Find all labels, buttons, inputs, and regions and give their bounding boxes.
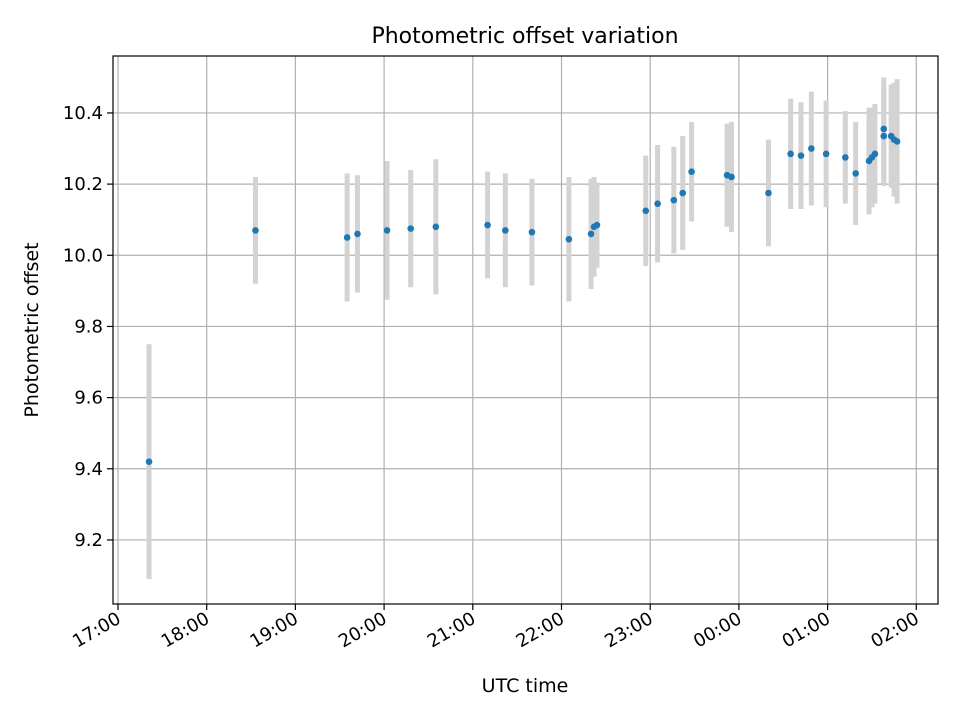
data-point bbox=[654, 200, 661, 207]
data-point bbox=[880, 132, 888, 140]
data-point bbox=[484, 221, 491, 229]
y-tick-label: 9.8 bbox=[74, 316, 103, 337]
chart-title: Photometric offset variation bbox=[371, 24, 678, 49]
data-point bbox=[688, 168, 695, 175]
data-point bbox=[587, 230, 595, 238]
data-point bbox=[871, 150, 879, 158]
data-point bbox=[765, 189, 772, 197]
x-axis-label: UTC time bbox=[482, 675, 569, 697]
data-point bbox=[670, 196, 678, 204]
data-point bbox=[852, 170, 859, 177]
y-tick-label: 10.0 bbox=[63, 245, 103, 266]
data-point bbox=[797, 152, 805, 159]
y-tick-label: 9.4 bbox=[74, 459, 103, 480]
data-point bbox=[728, 173, 735, 181]
data-point bbox=[880, 125, 888, 133]
data-point bbox=[642, 207, 650, 215]
y-axis-ticks: 9.2 9.4 9.6 9.8 10.0 10.2 10.4 bbox=[63, 103, 113, 551]
data-points bbox=[145, 125, 901, 465]
plot-frame bbox=[112, 55, 939, 605]
y-tick-label: 9.6 bbox=[74, 388, 103, 409]
data-point bbox=[842, 154, 849, 161]
data-point bbox=[145, 458, 153, 465]
data-point bbox=[252, 227, 259, 234]
data-point bbox=[822, 150, 830, 158]
data-point bbox=[383, 227, 391, 234]
data-point bbox=[893, 138, 901, 145]
data-point bbox=[565, 235, 573, 243]
data-point bbox=[808, 145, 815, 152]
y-tick-label: 10.2 bbox=[63, 174, 103, 195]
data-point bbox=[407, 225, 415, 232]
data-point bbox=[354, 230, 361, 238]
y-tick-label: 9.2 bbox=[74, 530, 103, 551]
data-point bbox=[528, 228, 536, 236]
y-tick-label: 10.4 bbox=[63, 103, 103, 124]
data-point bbox=[432, 223, 440, 231]
data-point bbox=[593, 221, 601, 229]
data-point bbox=[679, 189, 687, 197]
data-point bbox=[343, 234, 351, 241]
y-axis-label: Photometric offset bbox=[21, 242, 43, 417]
data-point bbox=[502, 227, 509, 234]
data-point bbox=[787, 150, 794, 158]
